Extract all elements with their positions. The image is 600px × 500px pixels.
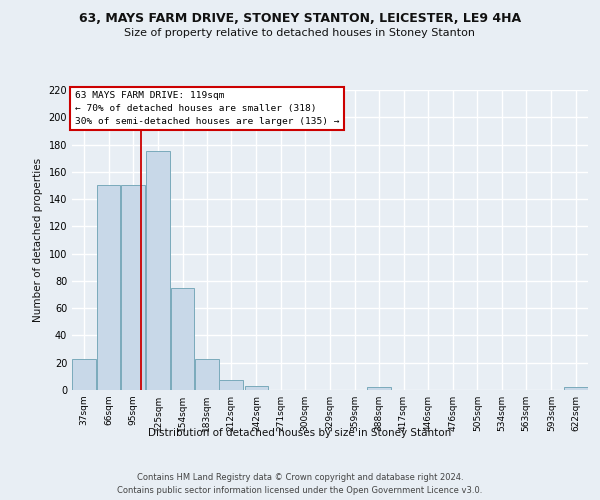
Text: 63, MAYS FARM DRIVE, STONEY STANTON, LEICESTER, LE9 4HA: 63, MAYS FARM DRIVE, STONEY STANTON, LEI… [79, 12, 521, 26]
Bar [121, 186, 145, 390]
Y-axis label: Number of detached properties: Number of detached properties [33, 158, 43, 322]
Text: Contains public sector information licensed under the Open Government Licence v3: Contains public sector information licen… [118, 486, 482, 495]
Bar [195, 358, 219, 390]
Bar [73, 358, 96, 390]
Bar [97, 186, 121, 390]
Bar [245, 386, 268, 390]
Text: Distribution of detached houses by size in Stoney Stanton: Distribution of detached houses by size … [148, 428, 452, 438]
Bar [146, 152, 170, 390]
Bar [564, 388, 587, 390]
Text: Size of property relative to detached houses in Stoney Stanton: Size of property relative to detached ho… [125, 28, 476, 38]
Text: 63 MAYS FARM DRIVE: 119sqm
← 70% of detached houses are smaller (318)
30% of sem: 63 MAYS FARM DRIVE: 119sqm ← 70% of deta… [74, 92, 339, 126]
Bar [367, 388, 391, 390]
Text: Contains HM Land Registry data © Crown copyright and database right 2024.: Contains HM Land Registry data © Crown c… [137, 472, 463, 482]
Bar [220, 380, 243, 390]
Bar [170, 288, 194, 390]
